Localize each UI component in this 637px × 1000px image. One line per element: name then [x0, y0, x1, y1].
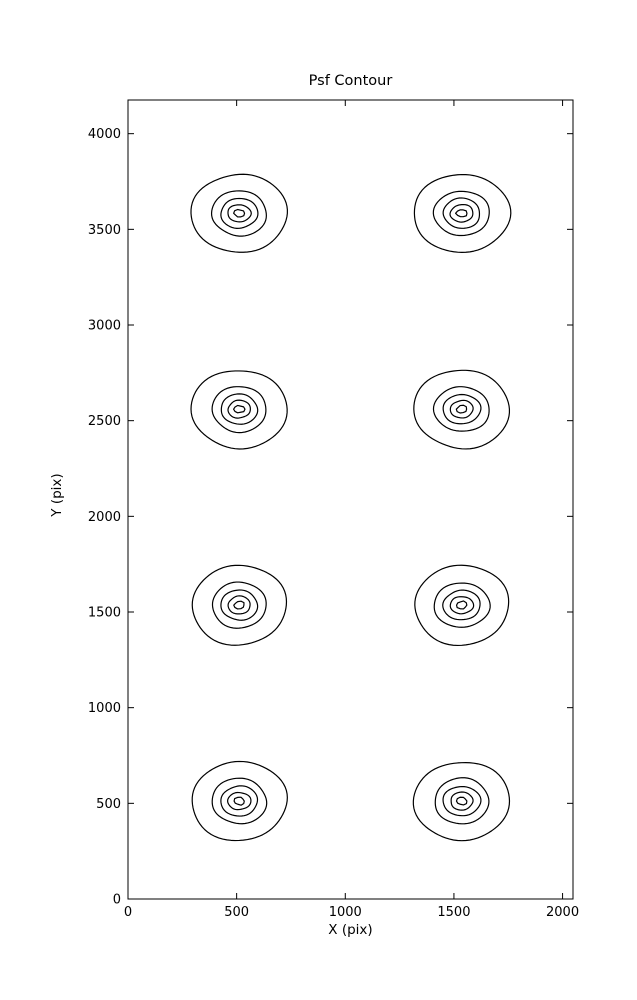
contour-ring [434, 777, 490, 825]
contour-ring [455, 209, 468, 218]
contour-ring [220, 589, 259, 621]
contour-ring [233, 404, 246, 414]
y-tick-label: 3000 [88, 319, 121, 334]
y-axis-label: Y (pix) [49, 473, 65, 517]
y-tick-label: 2000 [88, 510, 121, 525]
contour-ring [432, 190, 490, 237]
contour-ring [449, 399, 474, 419]
x-tick-label: 1000 [329, 905, 362, 920]
contour-ring [211, 386, 267, 434]
contour-ring [455, 404, 468, 414]
contour-ring [442, 785, 482, 817]
contour-ring [233, 600, 245, 610]
axes-frame [127, 99, 574, 900]
x-tick-label: 1500 [437, 905, 470, 920]
contour-ring [414, 564, 510, 647]
contour-ring [227, 595, 251, 615]
contour-ring [233, 208, 246, 218]
contour-ring [211, 581, 267, 629]
contour-ring [227, 204, 252, 223]
contour-ring [211, 777, 268, 825]
contour-ring [449, 203, 474, 223]
contour-ring [220, 785, 259, 817]
contour-ring [413, 173, 512, 253]
contour-ring [227, 791, 252, 811]
x-axis-label: X (pix) [328, 922, 373, 938]
contour-ring [449, 596, 475, 615]
y-tick-label: 500 [96, 797, 121, 812]
contour-ring [432, 386, 490, 432]
contour-ring [442, 197, 481, 229]
contour-ring [220, 197, 259, 229]
contour-ring [190, 173, 288, 253]
chart-title: Psf Contour [308, 73, 393, 89]
contour-ring [220, 393, 259, 425]
x-tick-label: 2000 [546, 905, 579, 920]
contour-ring [190, 370, 288, 450]
contour-ring [227, 399, 251, 419]
contour-ring [210, 190, 267, 237]
contour-ring [455, 600, 468, 610]
y-tick-label: 0 [113, 893, 121, 908]
contour-ring [442, 589, 481, 621]
x-tick-label: 500 [224, 905, 249, 920]
y-tick-label: 1500 [88, 606, 121, 621]
contour-ring [233, 796, 245, 806]
contour-ring [191, 760, 288, 842]
contour-ring [413, 369, 511, 450]
contour-ring [450, 791, 474, 811]
y-tick-label: 4000 [88, 127, 121, 142]
y-tick-label: 1000 [88, 701, 121, 716]
contour-ring [442, 393, 482, 425]
y-tick-label: 3500 [88, 223, 121, 238]
contour-ring [191, 564, 288, 646]
contour-ring [412, 762, 511, 842]
contour-ring [433, 582, 491, 628]
y-tick-label: 2500 [88, 414, 121, 429]
contour-ring [455, 796, 468, 806]
x-tick-label: 0 [124, 905, 132, 920]
